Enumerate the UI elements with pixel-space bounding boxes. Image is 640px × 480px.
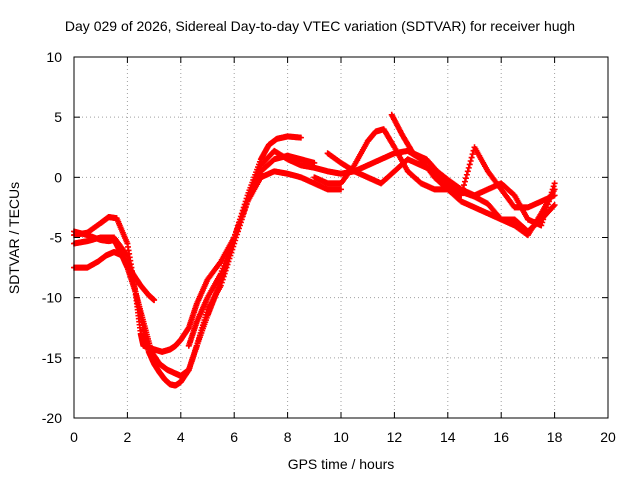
x-tick-label: 14 [440, 429, 456, 445]
data-point [551, 180, 558, 187]
x-axis-ticks: 0 2 4 6 8 10 12 14 16 18 20 [70, 57, 616, 445]
x-tick-label: 2 [124, 429, 132, 445]
x-tick-label: 10 [333, 429, 349, 445]
data-point [338, 186, 344, 193]
data-point [151, 297, 158, 304]
data-point [463, 171, 470, 178]
data-point [460, 185, 467, 192]
series-track-6 [311, 126, 558, 239]
x-tick-label: 8 [284, 429, 292, 445]
data-point [540, 216, 547, 223]
y-tick-label: -10 [42, 290, 62, 306]
data-point [538, 222, 545, 229]
data-point [461, 178, 468, 185]
x-tick-label: 20 [600, 429, 616, 445]
data-point [458, 192, 465, 199]
y-tick-label: -20 [42, 410, 62, 426]
x-tick-label: 18 [547, 429, 563, 445]
y-axis-label: SDTVAR / TECUs [6, 181, 22, 295]
data-point [543, 207, 550, 214]
y-tick-label: 5 [54, 109, 62, 125]
series-track-3 [71, 168, 344, 379]
series-track-4 [71, 228, 158, 304]
data-point [464, 168, 471, 175]
data-point [462, 175, 469, 182]
data-point [542, 210, 549, 217]
y-axis-ticks: -20 -15 -10 -5 0 5 10 [42, 49, 608, 426]
data-point [461, 182, 468, 189]
data-point [549, 186, 556, 193]
data-point [459, 188, 466, 195]
data-point [551, 192, 558, 199]
data-series [71, 111, 558, 389]
data-point [539, 219, 546, 226]
data-point [468, 154, 475, 161]
data-point [465, 164, 472, 171]
y-tick-label: -5 [50, 230, 63, 246]
x-tick-label: 6 [230, 429, 238, 445]
y-tick-label: 0 [54, 169, 62, 185]
data-point [551, 202, 558, 209]
x-axis-label: GPS time / hours [287, 456, 395, 472]
data-point [467, 158, 474, 165]
data-point [466, 161, 473, 168]
data-point [543, 204, 550, 211]
series-track-8 [324, 144, 558, 211]
data-point [550, 203, 557, 210]
data-point [469, 151, 476, 158]
data-point [297, 134, 304, 141]
series-track-7 [388, 111, 558, 229]
x-tick-label: 0 [70, 429, 78, 445]
x-tick-label: 4 [177, 429, 185, 445]
x-tick-label: 12 [387, 429, 403, 445]
chart-title: Day 029 of 2026, Sidereal Day-to-day VTE… [64, 18, 576, 34]
data-point [550, 183, 557, 190]
grid-lines [74, 57, 608, 418]
data-point [541, 213, 548, 220]
y-tick-label: 10 [46, 49, 62, 65]
x-tick-label: 16 [493, 429, 509, 445]
data-point [544, 201, 551, 208]
y-tick-label: -15 [42, 350, 62, 366]
